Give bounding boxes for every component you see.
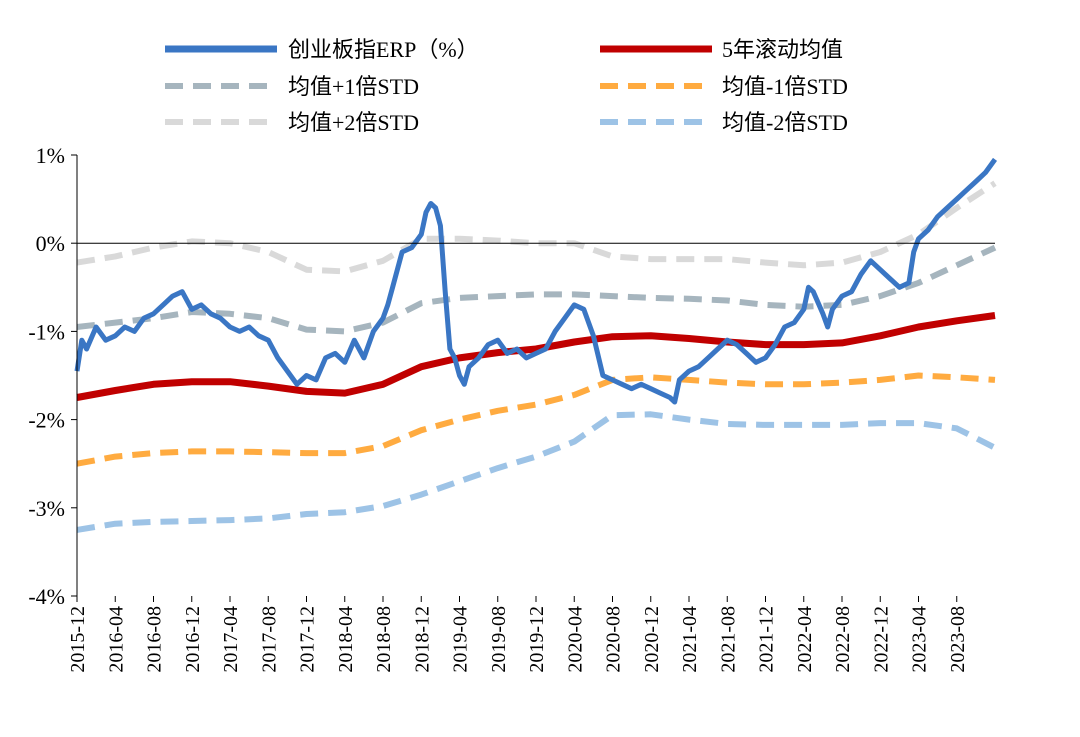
series-line-2 — [76, 244, 997, 335]
legend-label-5: 均值-2倍STD — [722, 110, 848, 135]
series-line-0 — [74, 157, 998, 405]
y-tick-label: -2% — [28, 408, 65, 433]
x-tick-label: 2023-04 — [909, 606, 931, 673]
series-line-5 — [76, 411, 997, 533]
series-line-3 — [76, 372, 996, 467]
x-tick-label: 2021-12 — [756, 606, 778, 673]
x-tick-label: 2016-12 — [182, 606, 204, 673]
y-tick-label: -3% — [28, 496, 65, 521]
x-tick-label: 2022-12 — [870, 606, 892, 673]
x-tick-label: 2018-08 — [373, 606, 395, 673]
legend-label-4: 均值+2倍STD — [288, 110, 419, 135]
x-tick-label: 2022-04 — [794, 606, 816, 673]
x-tick-label: 2021-08 — [717, 606, 739, 673]
x-tick-label: 2015-12 — [67, 606, 89, 673]
legend-label-0: 创业板指ERP（%） — [288, 37, 479, 62]
x-tick-label: 2020-08 — [603, 606, 625, 673]
x-tick-label: 2021-04 — [679, 606, 701, 673]
x-tick-label: 2017-08 — [258, 606, 280, 673]
series-line-4 — [76, 180, 997, 275]
x-tick-label: 2018-12 — [411, 606, 433, 673]
x-tick-label: 2019-08 — [488, 606, 510, 673]
axes: 1% 0% -1% -2% -3% -4%2015-12 2016-04 2016-08 201… — [28, 143, 995, 673]
x-tick-label: 2017-12 — [297, 606, 319, 673]
y-tick-label: -4% — [28, 584, 65, 609]
x-tick-label: 2023-08 — [947, 606, 969, 673]
y-tick-label: 0% — [36, 231, 65, 256]
y-tick-label: -1% — [28, 319, 65, 344]
x-tick-label: 2020-04 — [564, 606, 586, 673]
x-tick-label: 2022-08 — [832, 606, 854, 673]
legend-label-2: 均值+1倍STD — [288, 74, 419, 99]
x-tick-label: 2019-12 — [526, 606, 548, 673]
legend-label-1: 5年滚动均值 — [722, 37, 843, 62]
x-tick-label: 2018-04 — [335, 606, 357, 673]
x-tick-label: 2016-08 — [144, 606, 166, 673]
x-tick-label: 2020-12 — [641, 606, 663, 673]
legend-label-3: 均值-1倍STD — [722, 74, 848, 99]
x-tick-label: 2017-04 — [220, 606, 242, 673]
x-tick-label: 2016-04 — [105, 606, 127, 673]
y-tick-label: 1% — [36, 143, 65, 168]
x-tick-label: 2019-04 — [450, 606, 472, 673]
series-layer — [74, 157, 998, 533]
series-line-1 — [76, 312, 996, 401]
